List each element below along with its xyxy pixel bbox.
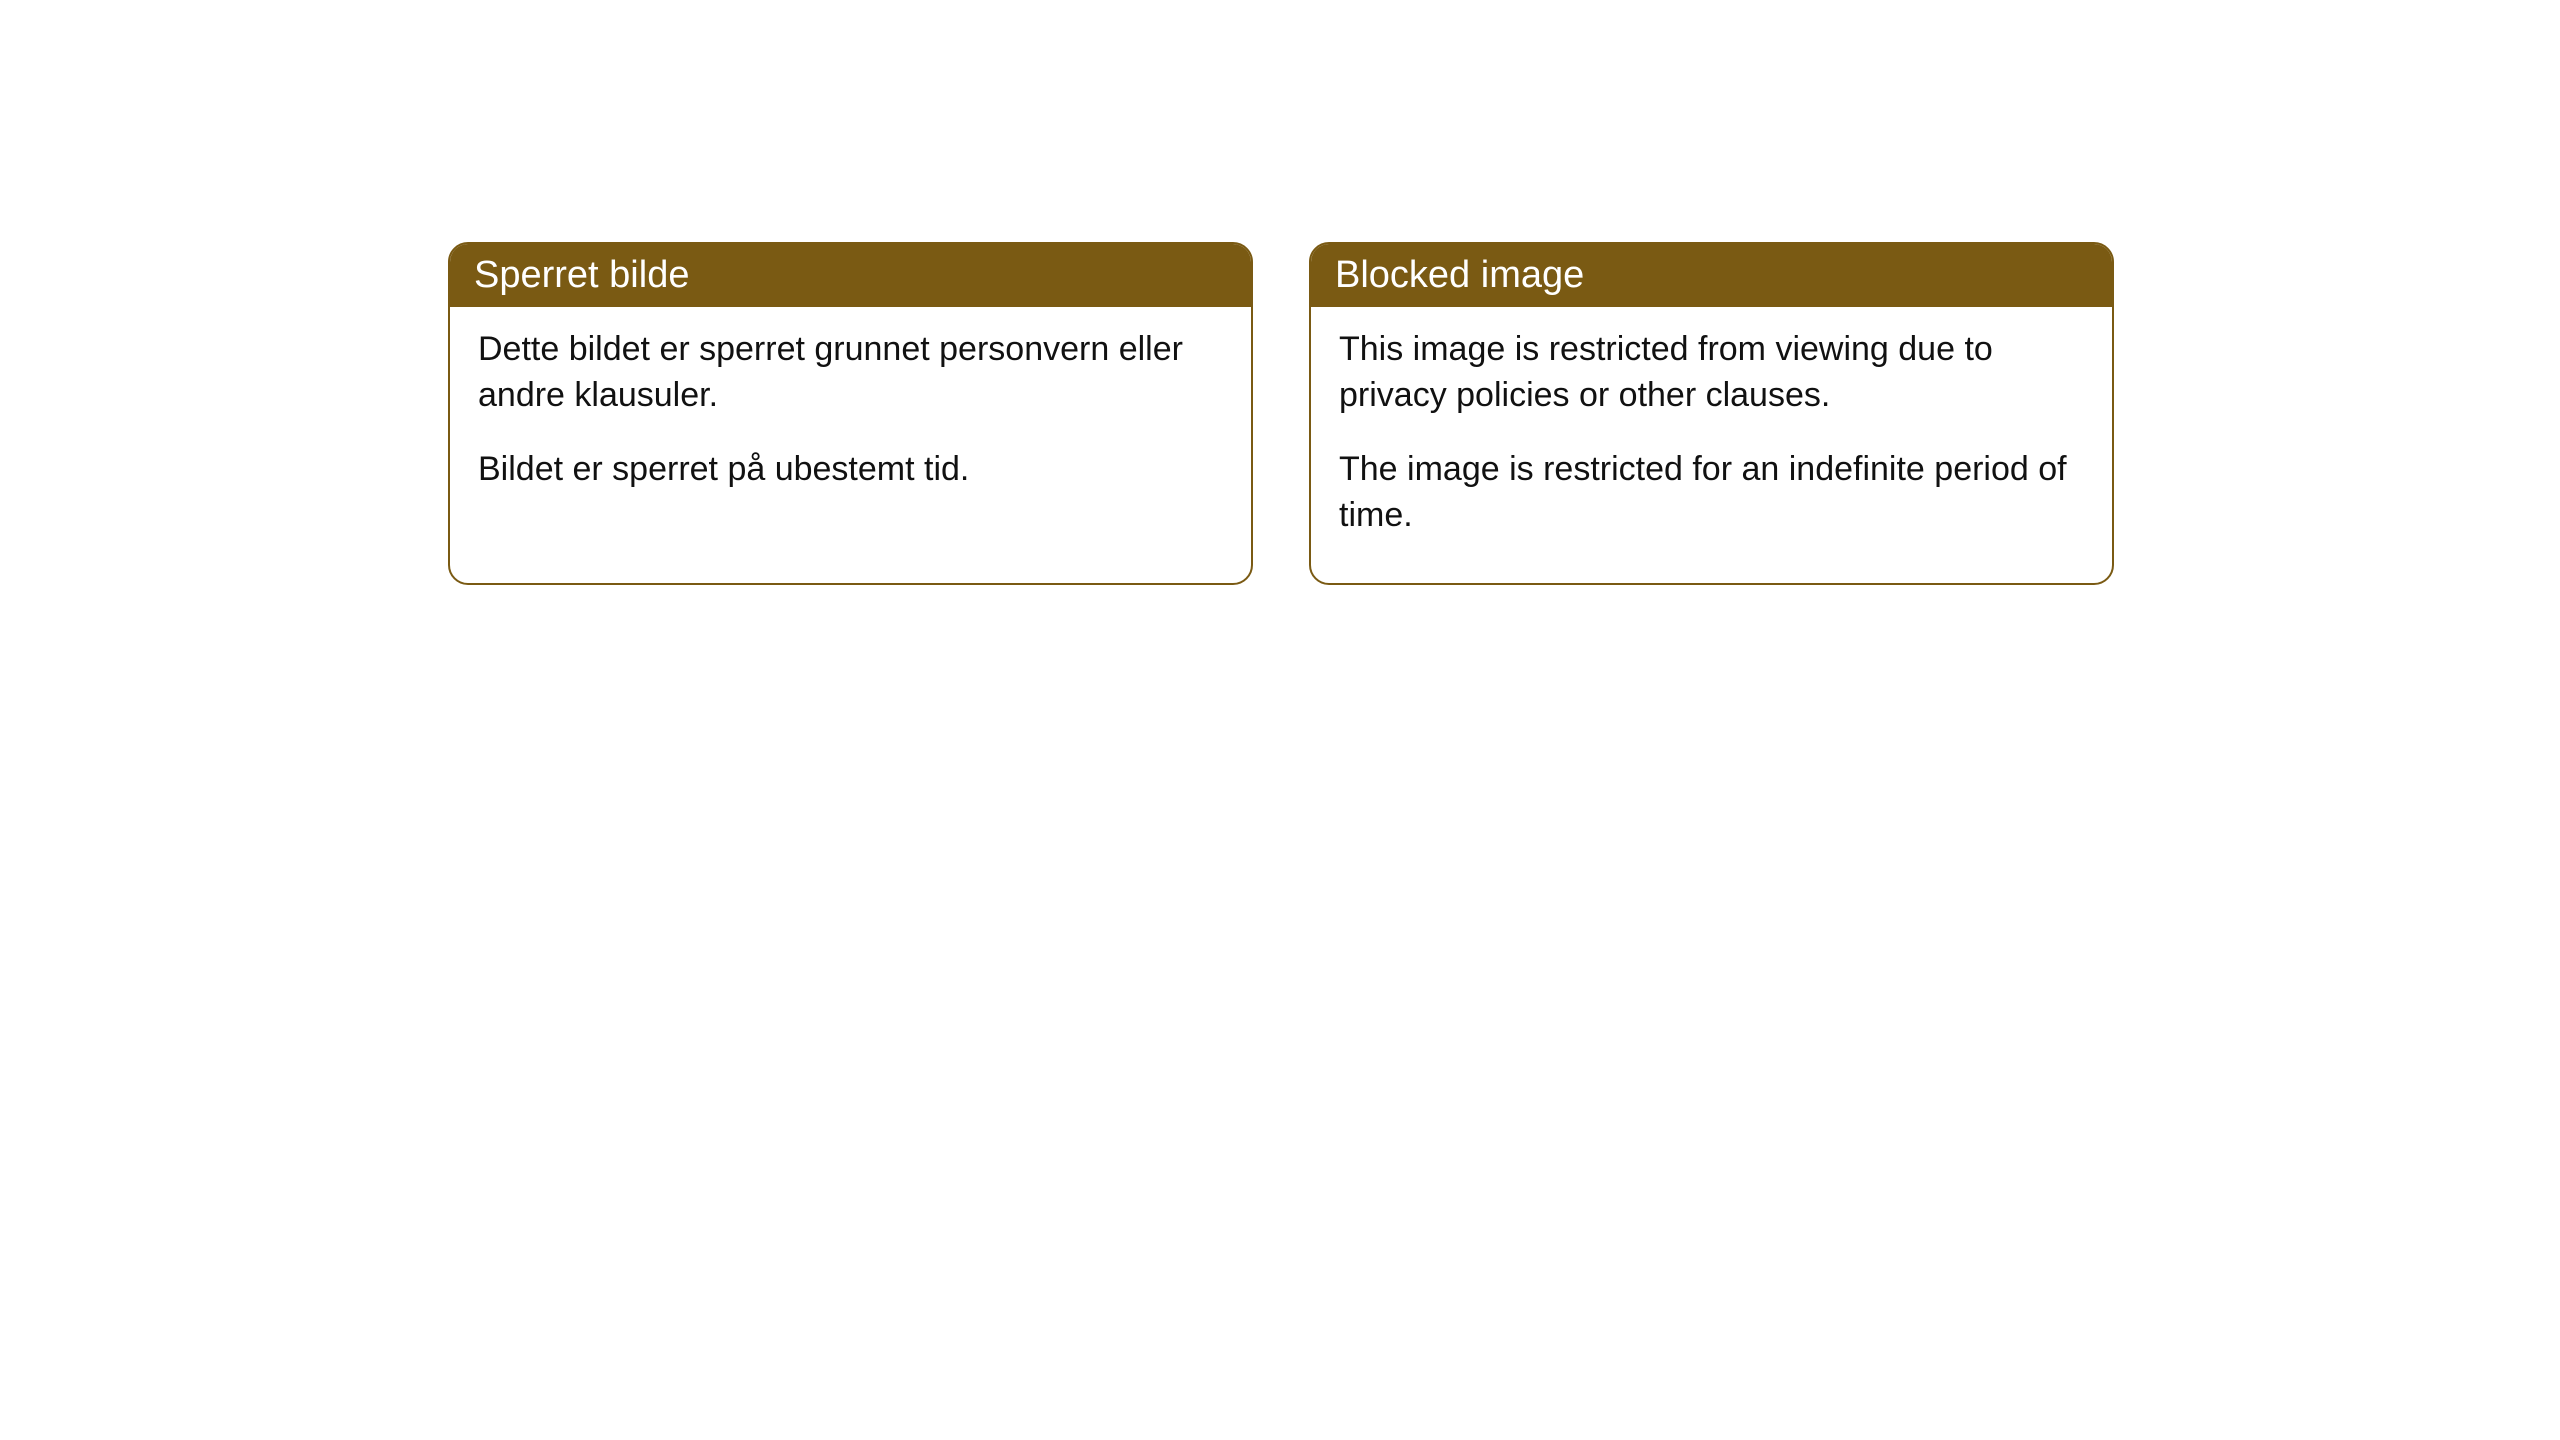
card-paragraph: The image is restricted for an indefinit… [1339,447,2084,539]
blocked-image-card-english: Blocked image This image is restricted f… [1309,242,2114,585]
card-paragraph: Dette bildet er sperret grunnet personve… [478,327,1223,419]
card-body: This image is restricted from viewing du… [1311,307,2112,583]
card-paragraph: This image is restricted from viewing du… [1339,327,2084,419]
card-paragraph: Bildet er sperret på ubestemt tid. [478,447,1223,493]
blocked-image-card-norwegian: Sperret bilde Dette bildet er sperret gr… [448,242,1253,585]
card-header: Sperret bilde [450,244,1251,307]
card-header: Blocked image [1311,244,2112,307]
card-body: Dette bildet er sperret grunnet personve… [450,307,1251,537]
info-cards-container: Sperret bilde Dette bildet er sperret gr… [448,242,2114,585]
card-title: Blocked image [1335,254,1584,296]
card-title: Sperret bilde [474,254,689,296]
